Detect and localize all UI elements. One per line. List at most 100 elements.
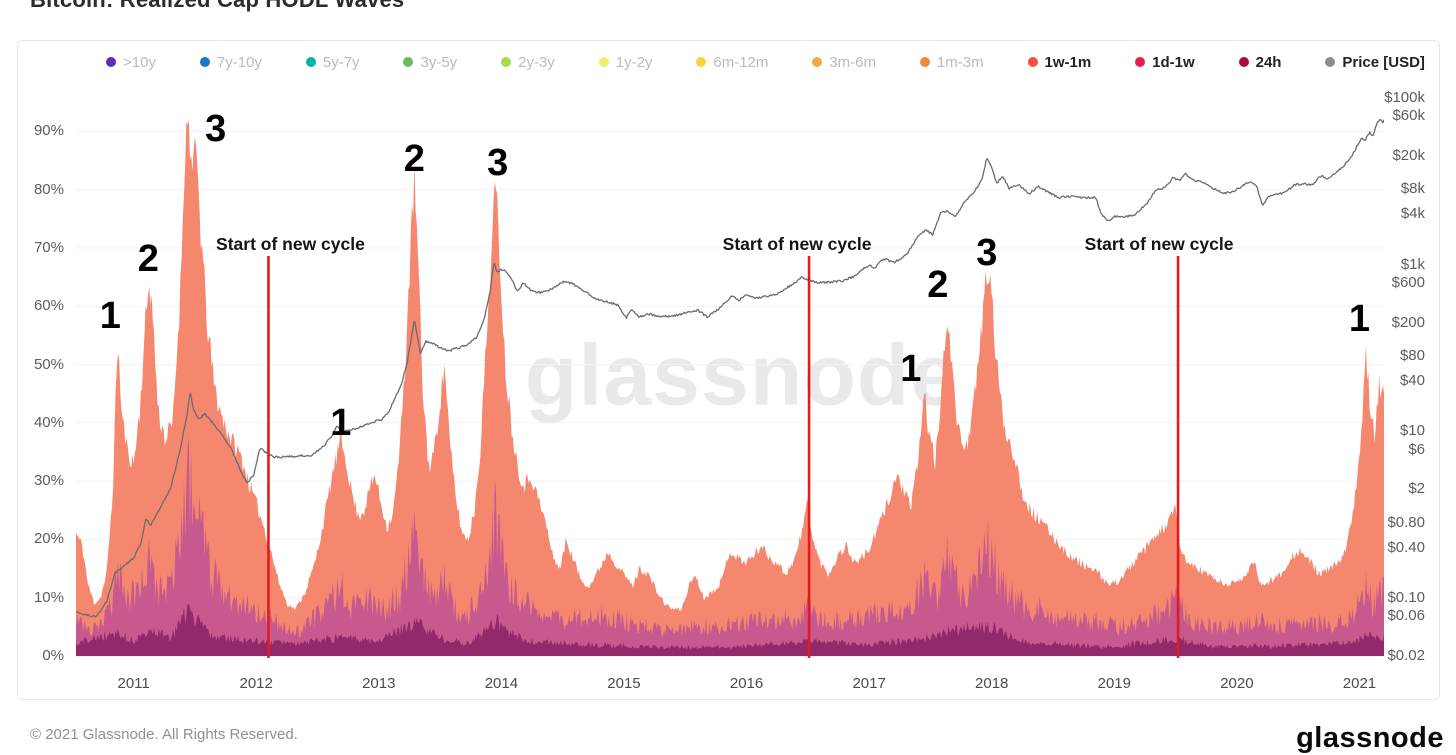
y-axis-label-left: 60% [33, 297, 64, 315]
legend-label: 7y-10y [216, 53, 262, 71]
x-axis-label-2018: 2018 [975, 675, 1009, 692]
y-axis-label-left: 20% [33, 530, 64, 548]
legend-item-3m-6m[interactable]: 3m-6m [812, 54, 876, 71]
legend-label: 3y-5y [420, 53, 458, 71]
y-axis-label-left: 90% [33, 122, 64, 140]
legend-label: 1d-1w [1152, 53, 1195, 71]
y-axis-label-left: 40% [33, 413, 64, 431]
legend-label: 6m-12m [713, 53, 769, 71]
peak-label-2: 2 [927, 264, 949, 307]
legend-item-6m-12m[interactable]: 6m-12m [696, 54, 768, 71]
y-axis-label-left: 50% [33, 355, 64, 373]
legend-item-5y-7y[interactable]: 5y-7y [305, 53, 360, 71]
legend-dot [199, 57, 210, 67]
legend-label: 24h [1255, 53, 1282, 71]
legend-dot [598, 57, 609, 67]
legend-item-1w-1m[interactable]: 1w-1m [1027, 53, 1092, 71]
peak-label-2: 2 [403, 138, 425, 181]
peak-label-3: 3 [487, 141, 509, 184]
y-axis-label-right: $8k [1400, 180, 1425, 198]
peak-label-1: 1 [330, 401, 352, 444]
copyright-text: © 2021 Glassnode. All Rights Reserved. [30, 726, 298, 743]
legend-dot [1027, 57, 1038, 67]
legend-label: 3m-6m [829, 53, 876, 71]
legend-item--10y[interactable]: >10y [106, 54, 156, 71]
legend-label: Price [USD] [1342, 53, 1425, 71]
legend-label: 1y-2y [615, 53, 653, 71]
y-axis-label-right: $100k [1384, 89, 1425, 106]
y-axis-label-left: 30% [33, 472, 64, 490]
legend-item-1m-3m[interactable]: 1m-3m [919, 53, 984, 71]
cycle-start-label: Start of new cycle [216, 234, 365, 254]
y-axis-label-left: 80% [33, 180, 64, 198]
y-axis-label-right: $0.40 [1387, 538, 1425, 556]
y-axis-label-right: $200 [1391, 313, 1425, 331]
peak-label-1: 1 [900, 348, 922, 391]
legend-label: >10y [123, 53, 156, 71]
chart-panel: >10y 7y-10y 5y-7y 3y-5y 2y-3y 1y-2y 6m-12m 3m-6… [17, 40, 1440, 700]
legend-dot [305, 57, 316, 67]
legend-dot [501, 57, 512, 67]
glassnode-logo: glassnode [1296, 722, 1444, 754]
y-axis-label-right: $6 [1408, 440, 1425, 458]
legend-dot [919, 57, 930, 67]
y-axis-label-left: 0% [42, 647, 64, 664]
price-line [76, 118, 1384, 618]
x-axis-label-2015: 2015 [607, 675, 641, 692]
x-axis-label-2017: 2017 [852, 675, 886, 692]
legend-dot [106, 57, 116, 67]
glassnode-watermark: glassnode [524, 327, 960, 424]
legend-item-7y-10y[interactable]: 7y-10y [199, 53, 262, 71]
x-axis-label-2021: 2021 [1342, 675, 1377, 692]
cycle-start-label: Start of new cycle [722, 234, 872, 254]
y-axis-label-right: $0.06 [1387, 607, 1425, 625]
x-axis-label-2012: 2012 [239, 675, 273, 692]
legend-dot [1325, 57, 1336, 67]
legend-item-3y-5y[interactable]: 3y-5y [403, 54, 457, 71]
x-axis-label-2011: 2011 [117, 675, 150, 692]
hodl-wave-area-24h [76, 603, 1384, 656]
legend-dot [1135, 57, 1146, 67]
x-axis-label-2014: 2014 [484, 675, 519, 692]
x-axis-label-2016: 2016 [729, 675, 764, 692]
y-axis-label-right: $0.10 [1387, 588, 1425, 606]
legend-dot [696, 57, 707, 67]
y-axis-label-right: $0.80 [1387, 513, 1425, 531]
y-axis-label-left: 70% [33, 238, 64, 256]
legend-label: 1m-3m [936, 53, 984, 71]
y-axis-label-right: $60k [1392, 107, 1425, 125]
x-axis-label-2019: 2019 [1097, 675, 1131, 692]
legend-dot [1238, 57, 1249, 67]
y-axis-label-right: $20k [1392, 147, 1425, 165]
legend-dot [812, 57, 823, 67]
peak-label-1: 1 [99, 295, 121, 338]
legend-item-2y-3y[interactable]: 2y-3y [501, 54, 555, 71]
legend-item-24h[interactable]: 24h [1238, 53, 1282, 71]
y-axis-label-right: $2 [1408, 480, 1425, 498]
legend-dot [403, 57, 414, 67]
legend-item-1y-2y[interactable]: 1y-2y [598, 53, 653, 71]
y-axis-label-right: $600 [1391, 274, 1425, 292]
legend-label: 5y-7y [322, 53, 360, 71]
hodl-waves-plot[interactable] [76, 81, 1384, 659]
peak-label-3: 3 [205, 107, 227, 150]
cycle-start-label: Start of new cycle [1084, 234, 1234, 254]
legend-item-price-usd-[interactable]: Price [USD] [1325, 54, 1425, 71]
legend-label: 1w-1m [1044, 53, 1092, 71]
y-axis-label-right: $40 [1399, 372, 1425, 390]
peak-label-3: 3 [976, 232, 998, 275]
y-axis-label-right: $1k [1400, 255, 1425, 273]
hodl-wave-area-1d-1w [76, 435, 1384, 656]
y-axis-label-left: 10% [33, 588, 64, 606]
x-axis-label-2020: 2020 [1220, 675, 1254, 692]
legend-item-1d-1w[interactable]: 1d-1w [1135, 54, 1195, 71]
chart-legend: >10y 7y-10y 5y-7y 3y-5y 2y-3y 1y-2y 6m-12m 3m-6… [106, 52, 1425, 72]
y-axis-label-right: $0.02 [1387, 647, 1425, 665]
peak-label-2: 2 [137, 237, 159, 280]
legend-label: 2y-3y [518, 53, 555, 71]
x-axis-label-2013: 2013 [362, 675, 396, 692]
y-axis-label-right: $80 [1399, 346, 1425, 364]
y-axis-label-right: $4k [1400, 205, 1425, 223]
y-axis-label-right: $10 [1399, 422, 1425, 440]
peak-label-1: 1 [1348, 298, 1371, 341]
